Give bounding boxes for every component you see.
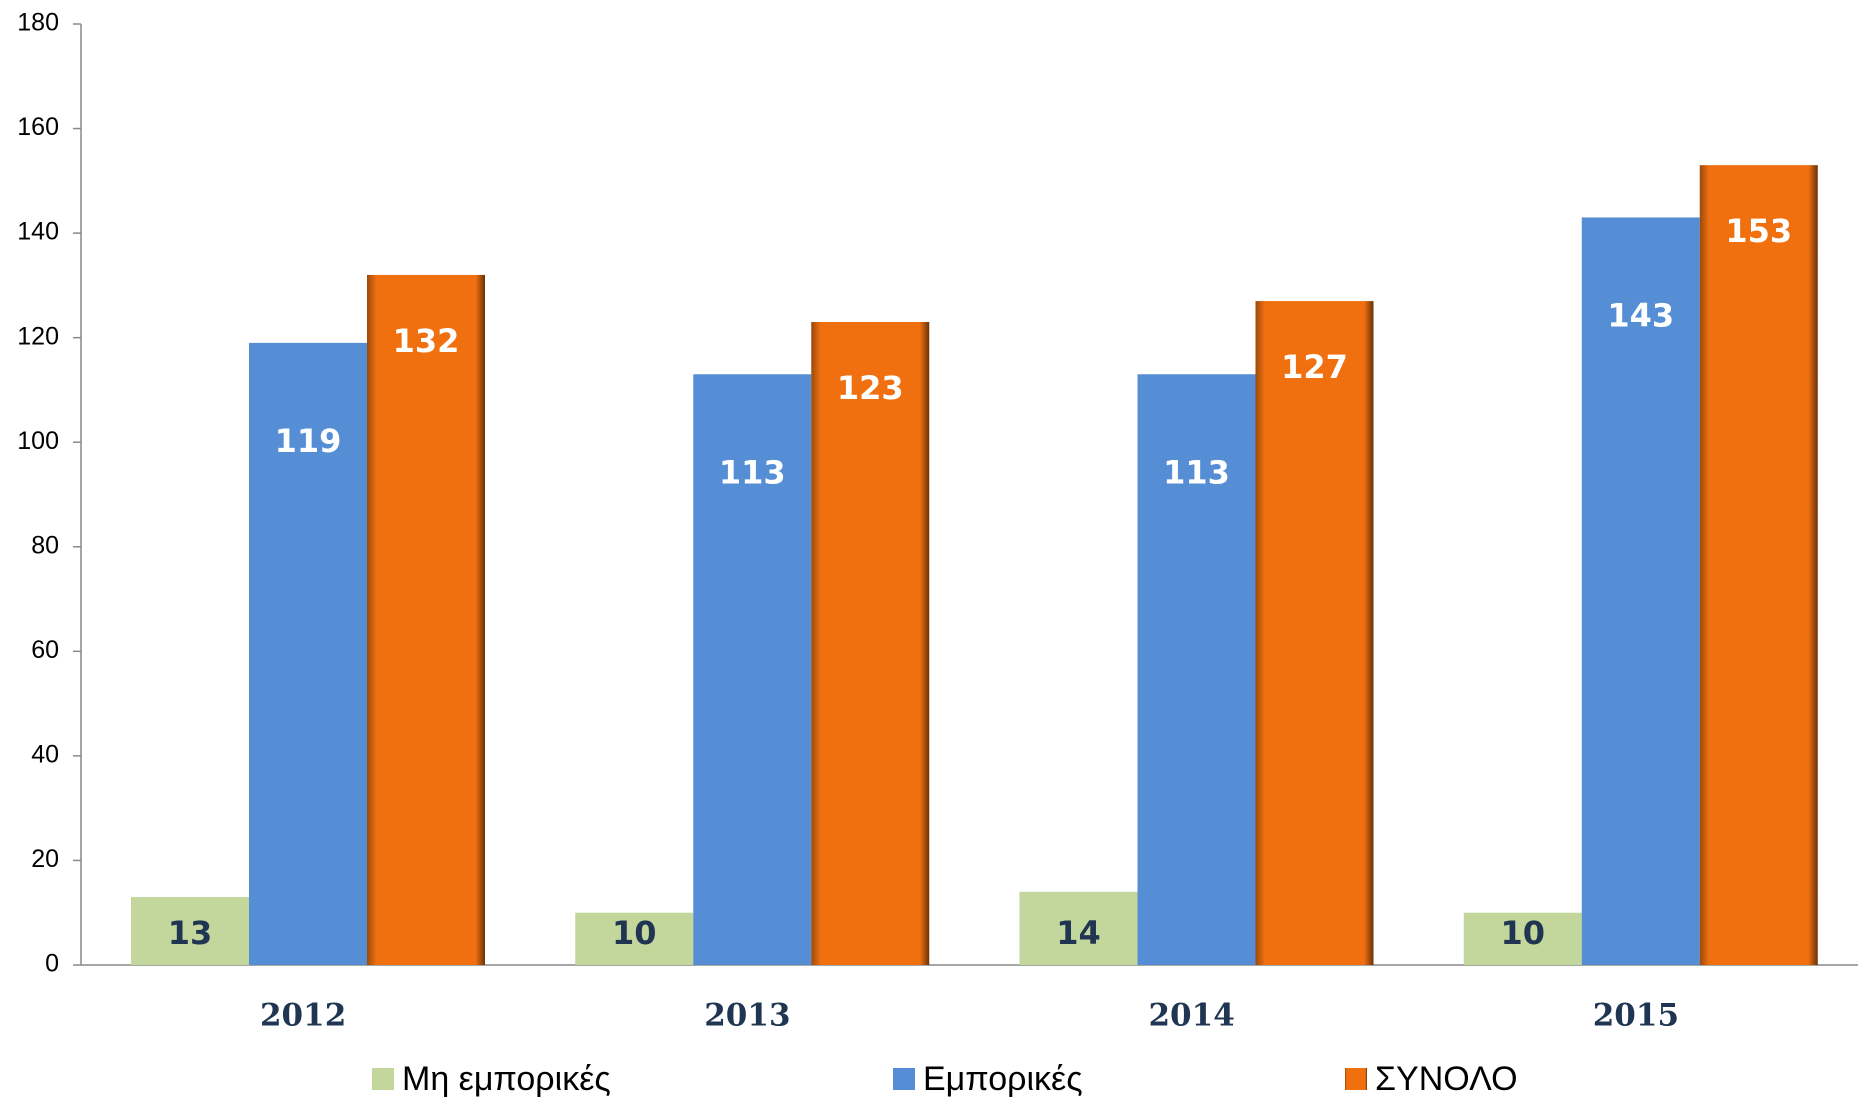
bar [811, 321, 930, 965]
bar [249, 342, 367, 966]
bar [367, 274, 485, 965]
legend-label: ΣΥΝΟΛΟ [1375, 1060, 1518, 1098]
bar [131, 897, 249, 965]
y-tick-label: 0 [45, 950, 59, 978]
y-tick-label: 60 [31, 636, 59, 664]
data-label: 119 [275, 422, 342, 460]
bar [1019, 891, 1138, 965]
bar [1463, 912, 1582, 965]
x-tick-label: 2013 [704, 998, 790, 1034]
data-label: 123 [837, 369, 904, 407]
y-tick-label: 140 [17, 218, 59, 246]
y-tick-label: 180 [17, 9, 59, 37]
legend-marker [893, 1068, 915, 1090]
legend-label: Εμπορικές [923, 1060, 1083, 1098]
y-tick-label: 160 [17, 113, 59, 141]
x-tick-label: 2014 [1148, 998, 1234, 1034]
bar [1137, 374, 1256, 965]
bar [1581, 217, 1700, 965]
y-tick-label: 100 [17, 427, 59, 455]
x-tick-label: 2012 [260, 998, 346, 1034]
legend-marker [372, 1068, 394, 1090]
data-label: 10 [1500, 914, 1545, 952]
bar [575, 912, 694, 965]
data-label: 113 [1163, 453, 1230, 491]
legend-marker [1345, 1068, 1367, 1090]
y-tick-label: 120 [17, 322, 59, 350]
x-tick-label: 2015 [1593, 998, 1679, 1034]
bar [1255, 301, 1374, 965]
data-label: 153 [1725, 212, 1792, 250]
legend-label: Μη εμπορικές [402, 1060, 611, 1098]
data-label: 13 [168, 914, 213, 952]
data-label: 113 [719, 453, 786, 491]
bar [1699, 165, 1818, 965]
data-label: 127 [1281, 348, 1348, 386]
y-tick-label: 40 [31, 740, 59, 768]
data-label: 132 [393, 322, 460, 360]
y-tick-label: 80 [31, 531, 59, 559]
bar [693, 374, 812, 965]
data-label: 143 [1607, 296, 1674, 334]
data-label: 14 [1056, 914, 1101, 952]
y-tick-label: 20 [31, 845, 59, 873]
data-label: 10 [612, 914, 657, 952]
